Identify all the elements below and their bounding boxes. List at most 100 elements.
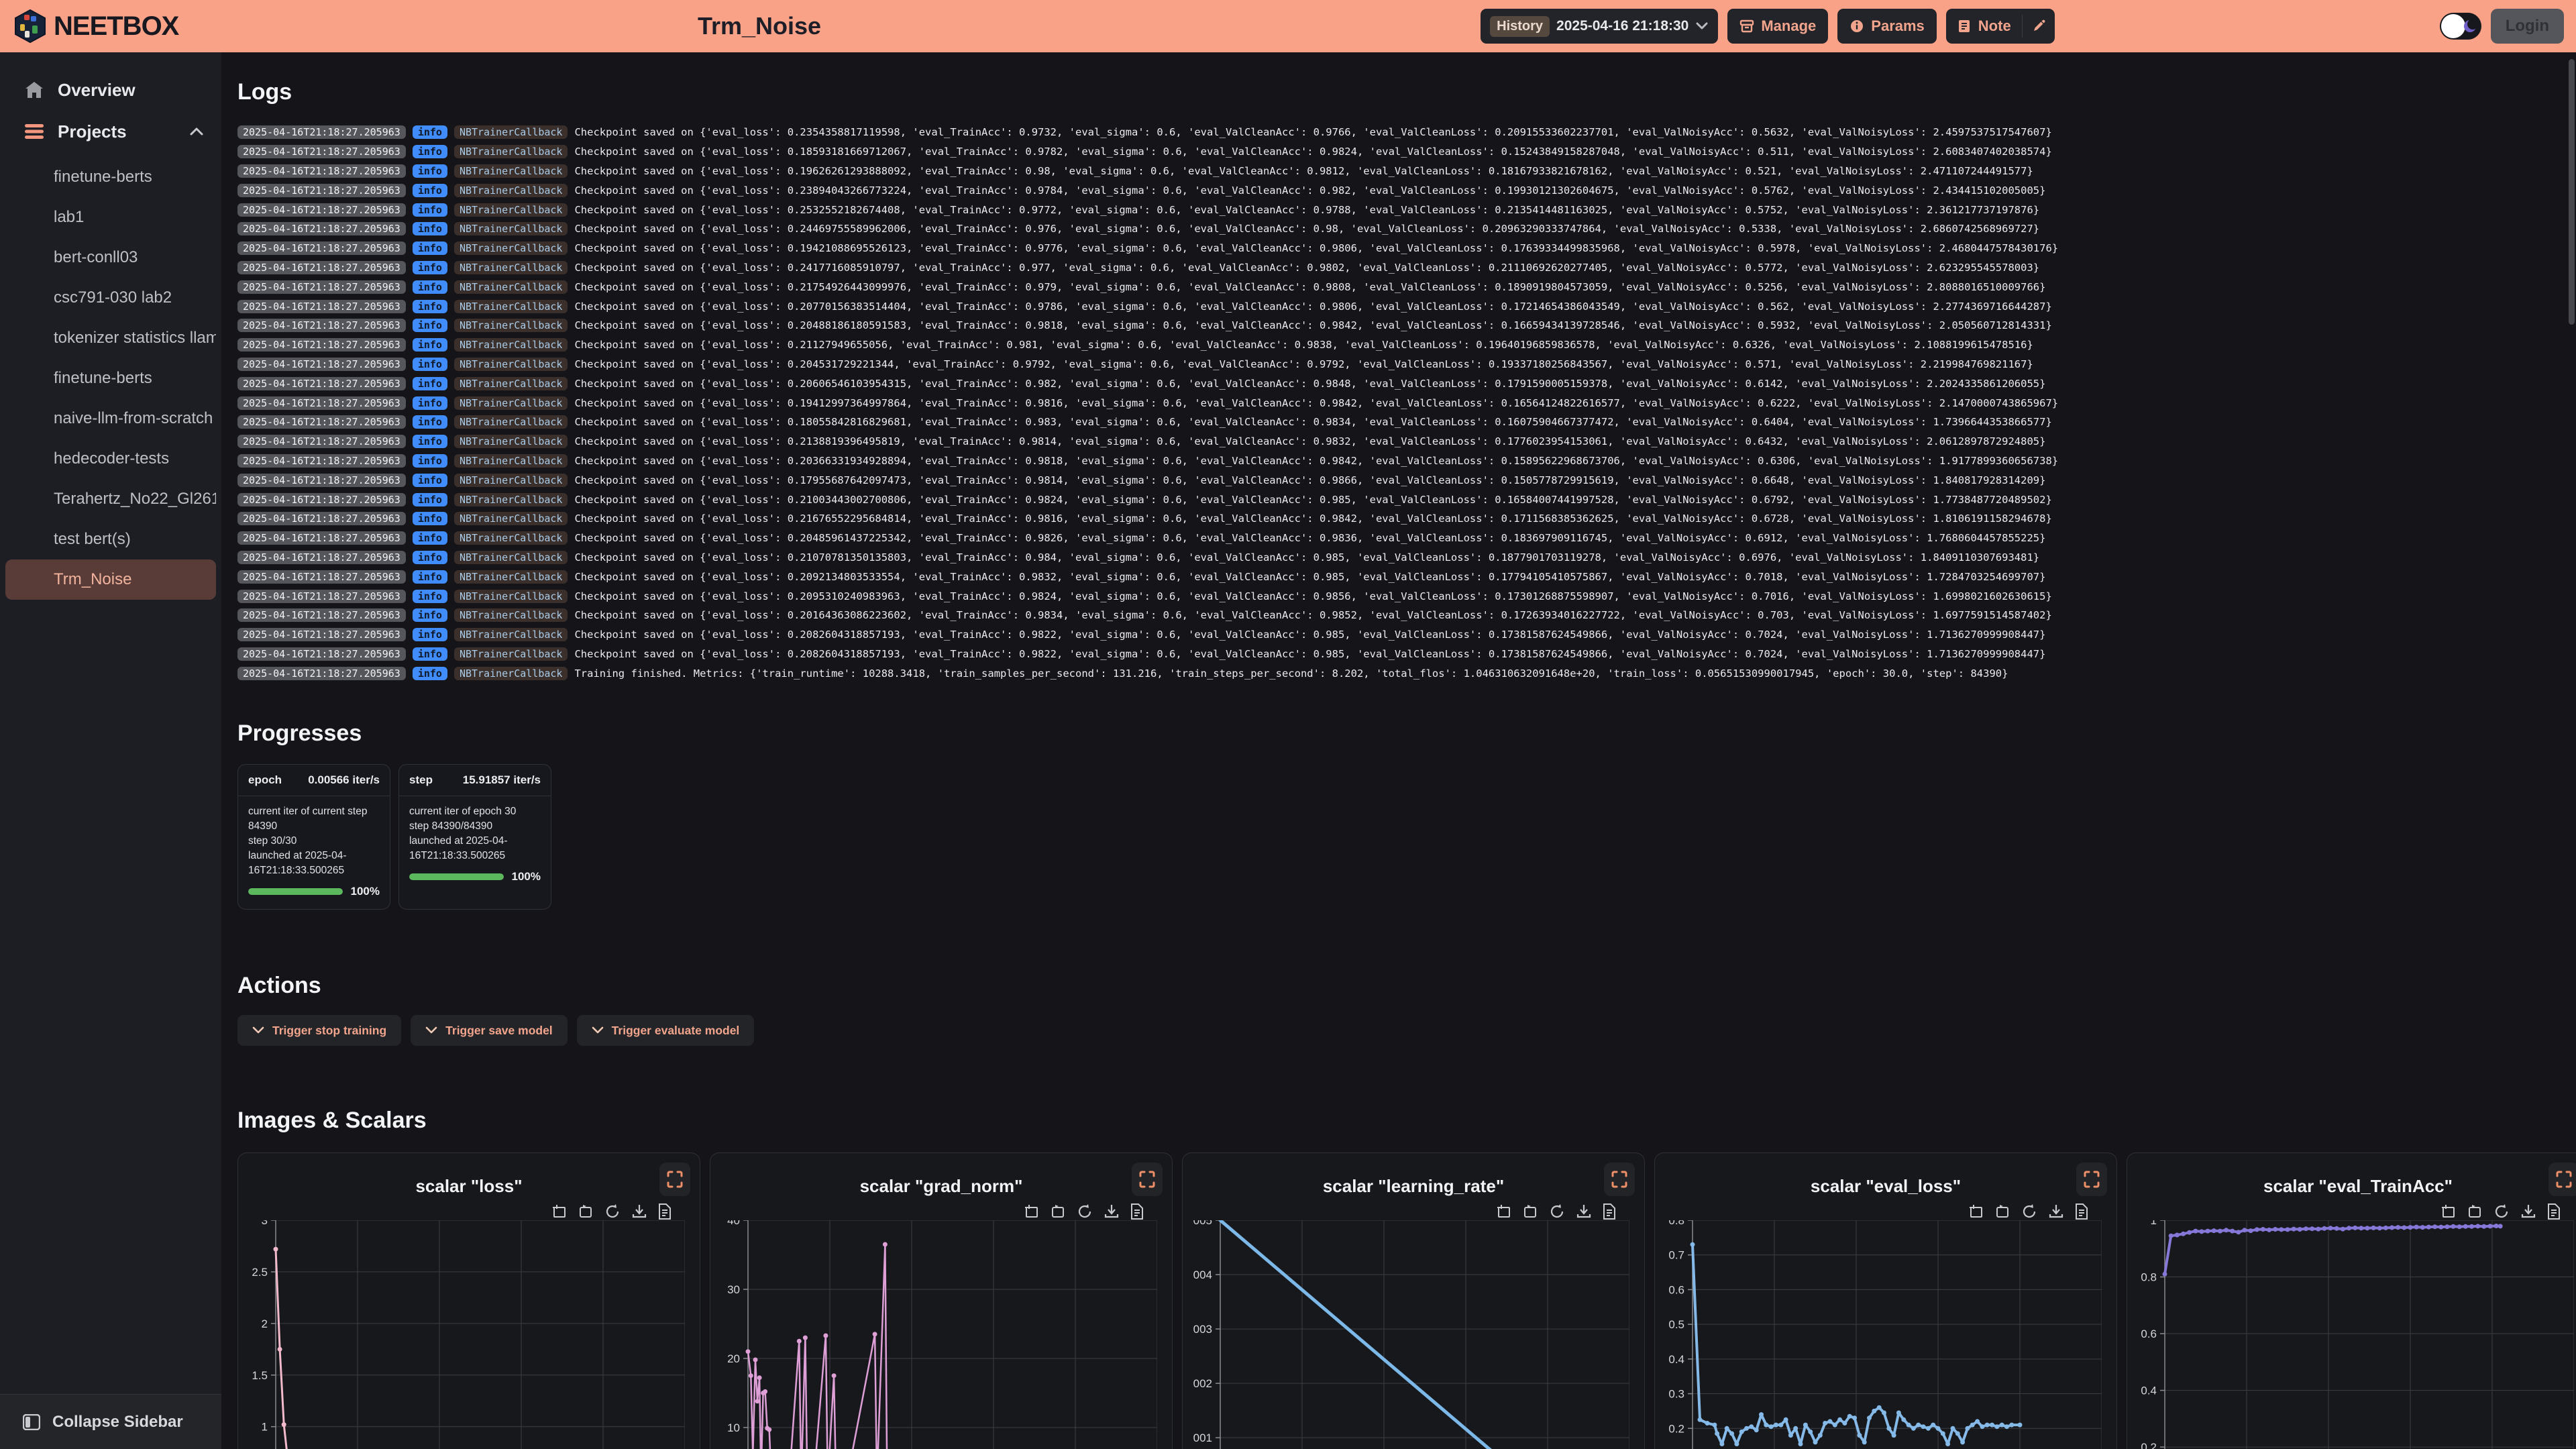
log-timestamp-badge: 2025-04-16T21:18:27.205963 xyxy=(237,453,406,468)
params-label: Params xyxy=(1871,17,1925,34)
sidebar-project-item[interactable]: bert-conll03 xyxy=(5,237,216,278)
sidebar-project-item[interactable]: naive-llm-from-scratch xyxy=(5,398,216,439)
log-message: Checkpoint saved on {'eval_loss': 0.2077… xyxy=(574,300,2052,313)
log-message: Checkpoint saved on {'eval_loss': 0.2167… xyxy=(574,513,2052,525)
params-button[interactable]: Params xyxy=(1837,9,1937,44)
data-view-icon[interactable] xyxy=(657,1203,673,1220)
lasso-select-icon[interactable] xyxy=(1049,1203,1067,1220)
fullscreen-icon[interactable] xyxy=(1132,1163,1163,1197)
edit-note-button[interactable] xyxy=(2023,9,2055,44)
restore-icon[interactable] xyxy=(603,1203,622,1220)
log-row: 2025-04-16T21:18:27.205963 info NBTraine… xyxy=(237,258,2549,278)
manage-button[interactable]: Manage xyxy=(1727,9,1829,44)
log-level-badge: info xyxy=(412,338,447,352)
overview-label: Overview xyxy=(58,79,136,100)
log-row: 2025-04-16T21:18:27.205963 info NBTraine… xyxy=(237,625,2549,645)
log-timestamp-badge: 2025-04-16T21:18:27.205963 xyxy=(237,628,406,642)
project-item-label: naive-llm-from-scratch xyxy=(54,409,213,427)
log-source-badge: NBTrainerCallback xyxy=(453,376,568,390)
sidebar-project-item[interactable]: lab1 xyxy=(5,197,216,237)
log-timestamp-badge: 2025-04-16T21:18:27.205963 xyxy=(237,280,406,294)
lasso-select-icon[interactable] xyxy=(2466,1203,2483,1220)
lasso-select-icon[interactable] xyxy=(1521,1203,1539,1220)
log-row: 2025-04-16T21:18:27.205963 info NBTraine… xyxy=(237,663,2549,683)
log-list: 2025-04-16T21:18:27.205963 info NBTraine… xyxy=(237,123,2549,683)
collapse-sidebar-button[interactable]: Collapse Sidebar xyxy=(0,1394,221,1449)
action-trigger-button[interactable]: Trigger stop training xyxy=(237,1015,402,1046)
fullscreen-icon[interactable] xyxy=(1604,1163,1635,1197)
log-row: 2025-04-16T21:18:27.205963 info NBTraine… xyxy=(237,567,2549,586)
log-level-badge: info xyxy=(412,203,447,217)
download-icon[interactable] xyxy=(1575,1203,1593,1220)
sidebar-project-item[interactable]: Terahertz_No22_Gl261_gl... xyxy=(5,479,216,519)
manage-icon xyxy=(1739,19,1754,34)
lasso-select-icon[interactable] xyxy=(1994,1203,2011,1220)
sidebar-project-item[interactable]: hedecoder-tests xyxy=(5,439,216,479)
restore-icon[interactable] xyxy=(1075,1203,1094,1220)
log-source-badge: NBTrainerCallback xyxy=(453,473,568,487)
brand[interactable]: NEETBOX xyxy=(15,9,179,43)
log-source-badge: NBTrainerCallback xyxy=(453,319,568,333)
project-item-label: Terahertz_No22_Gl261_gl... xyxy=(54,490,216,508)
log-level-badge: info xyxy=(412,473,447,487)
log-level-badge: info xyxy=(412,299,447,313)
action-label: Trigger evaluate model xyxy=(611,1023,740,1037)
note-button[interactable]: Note xyxy=(1946,9,2022,44)
history-select[interactable]: History 2025-04-16 21:18:30 xyxy=(1481,9,1719,44)
progress-line1: current iter of current step 84390 xyxy=(248,806,368,833)
info-circle-icon xyxy=(1849,19,1864,34)
action-trigger-button[interactable]: Trigger save model xyxy=(411,1015,568,1046)
log-row: 2025-04-16T21:18:27.205963 info NBTraine… xyxy=(237,316,2549,335)
chart-title: scalar "grad_norm" xyxy=(859,1176,1023,1197)
log-row: 2025-04-16T21:18:27.205963 info NBTraine… xyxy=(237,219,2549,239)
box-select-icon[interactable] xyxy=(2440,1203,2457,1220)
restore-icon[interactable] xyxy=(2020,1203,2039,1220)
chevron-down-icon xyxy=(592,1026,604,1034)
sidebar-project-item[interactable]: finetune-berts xyxy=(5,157,216,197)
sidebar-project-item[interactable]: csc791-030 lab2 xyxy=(5,278,216,318)
project-item-label: csc791-030 lab2 xyxy=(54,288,172,307)
download-icon[interactable] xyxy=(1103,1203,1120,1220)
log-row: 2025-04-16T21:18:27.205963 info NBTraine… xyxy=(237,413,2549,432)
login-button[interactable]: Login xyxy=(2490,9,2564,44)
log-source-badge: NBTrainerCallback xyxy=(453,260,568,274)
sidebar-item-projects[interactable]: Projects xyxy=(0,115,221,148)
action-trigger-button[interactable]: Trigger evaluate model xyxy=(576,1015,755,1046)
sidebar-project-item[interactable]: finetune-berts xyxy=(5,358,216,398)
log-timestamp-badge: 2025-04-16T21:18:27.205963 xyxy=(237,492,406,506)
fullscreen-icon[interactable] xyxy=(659,1163,690,1197)
sidebar-project-item[interactable]: test bert(s) xyxy=(5,519,216,559)
log-source-badge: NBTrainerCallback xyxy=(453,435,568,449)
divider xyxy=(2021,15,2023,38)
log-source-badge: NBTrainerCallback xyxy=(453,396,568,410)
data-view-icon[interactable] xyxy=(2546,1203,2562,1220)
data-view-icon[interactable] xyxy=(2074,1203,2090,1220)
box-select-icon[interactable] xyxy=(1023,1203,1040,1220)
lasso-select-icon[interactable] xyxy=(577,1203,594,1220)
box-select-icon[interactable] xyxy=(1495,1203,1513,1220)
sidebar-project-item[interactable]: tokenizer statistics llama... xyxy=(5,318,216,358)
progress-percent: 100% xyxy=(511,870,541,883)
theme-toggle[interactable] xyxy=(2439,13,2481,40)
data-view-icon[interactable] xyxy=(1601,1203,1617,1220)
log-message: Checkpoint saved on {'eval_loss': 0.2082… xyxy=(574,647,2046,660)
fullscreen-icon[interactable] xyxy=(2548,1163,2576,1197)
log-timestamp-badge: 2025-04-16T21:18:27.205963 xyxy=(237,338,406,352)
note-group: Note xyxy=(1945,9,2055,44)
download-icon[interactable] xyxy=(2520,1203,2537,1220)
fullscreen-icon[interactable] xyxy=(2076,1163,2107,1197)
restore-icon[interactable] xyxy=(1548,1203,1566,1220)
box-select-icon[interactable] xyxy=(1968,1203,1985,1220)
download-icon[interactable] xyxy=(2047,1203,2065,1220)
page-scrollbar[interactable] xyxy=(2569,59,2575,325)
log-message: Checkpoint saved on {'eval_loss': 0.2112… xyxy=(574,339,2033,352)
restore-icon[interactable] xyxy=(2492,1203,2511,1220)
box-select-icon[interactable] xyxy=(551,1203,568,1220)
sidebar-project-item[interactable]: Trm_Noise xyxy=(5,559,216,600)
data-view-icon[interactable] xyxy=(1129,1203,1145,1220)
log-row: 2025-04-16T21:18:27.205963 info NBTraine… xyxy=(237,374,2549,393)
chart-plot: 0.8 0.7 0.6 0.5 0.4 0.3 0.2 xyxy=(1655,1220,2102,1449)
sidebar-item-overview[interactable]: Overview xyxy=(0,74,221,106)
download-icon[interactable] xyxy=(631,1203,648,1220)
